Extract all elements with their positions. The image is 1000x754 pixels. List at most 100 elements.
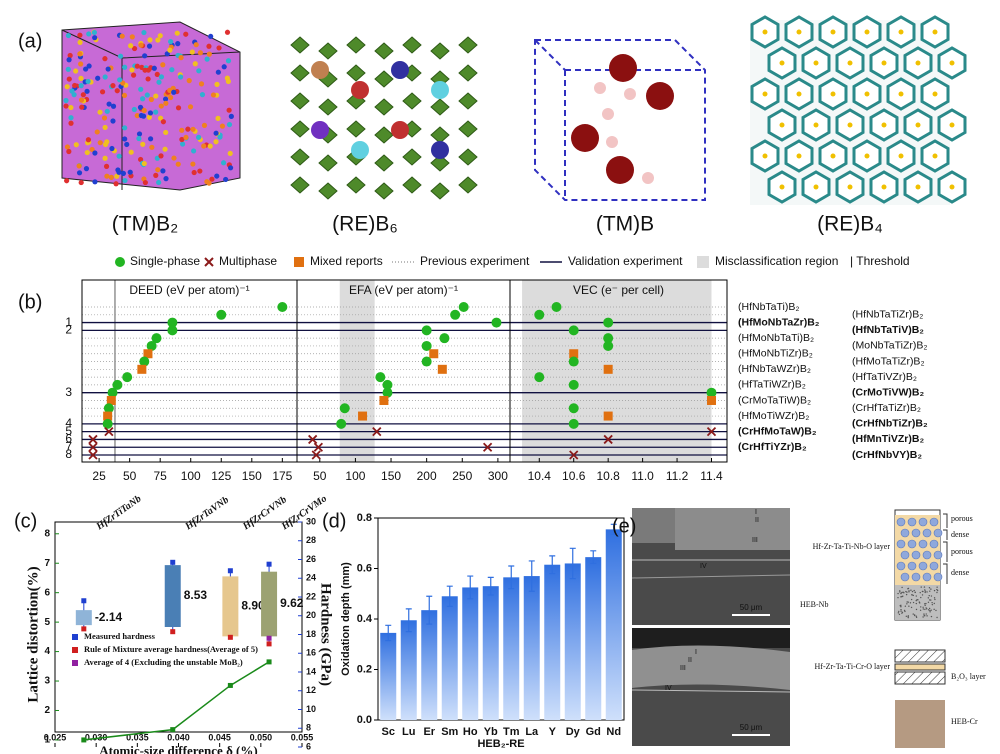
atom	[122, 125, 128, 131]
atom	[160, 62, 166, 68]
x-tick-label: Nd	[606, 726, 621, 738]
speckle	[922, 606, 924, 609]
speckle	[933, 589, 936, 592]
grain	[900, 550, 910, 560]
atom	[196, 68, 202, 74]
legend-label: Validation experiment	[568, 254, 683, 268]
x-tick-label: 200	[417, 469, 437, 483]
speckle	[924, 604, 926, 607]
legend-label: Mixed reports	[310, 254, 383, 268]
x-tick-label: Tm	[503, 726, 520, 738]
mixed-report-point	[103, 411, 113, 421]
multiphase-point	[372, 427, 382, 437]
atom	[206, 43, 212, 49]
atom	[113, 181, 119, 187]
boron	[864, 153, 870, 159]
atom	[175, 41, 181, 47]
atom	[137, 104, 144, 110]
x-tick-label: 25	[92, 469, 106, 483]
atom	[138, 86, 144, 92]
atom	[102, 124, 108, 131]
atom	[106, 101, 112, 107]
grain	[896, 561, 906, 571]
atom	[198, 81, 205, 87]
x-tick-label: Sm	[441, 726, 458, 738]
mixed-report-point	[106, 395, 116, 405]
atom	[141, 160, 147, 167]
single-phase-point	[534, 372, 545, 383]
atom	[78, 83, 84, 89]
speckle	[906, 591, 908, 593]
bar	[441, 596, 458, 720]
atom	[140, 141, 146, 147]
rom-marker	[81, 626, 87, 632]
bar	[564, 563, 581, 720]
speckle	[927, 609, 930, 611]
speckle	[919, 591, 921, 594]
grain	[907, 539, 917, 549]
single-phase-point	[151, 333, 162, 344]
avg4-marker	[266, 635, 272, 641]
multiphase-point	[311, 450, 321, 460]
atom	[89, 146, 95, 153]
atom	[131, 45, 138, 52]
grain	[911, 528, 921, 538]
structure-caption: (TM)B₂	[112, 213, 178, 236]
atom	[76, 170, 83, 176]
y2-tick-label: 16	[306, 648, 316, 658]
atom	[110, 118, 116, 124]
legend-label: Rule of Mixture average hardness(Average…	[84, 644, 258, 654]
atom	[187, 104, 194, 110]
speckle	[914, 591, 916, 594]
layer-mark: II	[688, 657, 692, 664]
atom	[186, 78, 192, 84]
composition-label: (HfNbTaWZr)B₂	[738, 363, 811, 375]
atom	[138, 42, 144, 48]
x-tick-label: 10.8	[596, 469, 620, 483]
single-phase-point	[439, 333, 450, 344]
panel-label: (e)	[612, 515, 636, 537]
composition-label: (CrHfNbVY)B₂	[852, 449, 922, 461]
atom	[155, 37, 161, 43]
layer-mark: II	[755, 517, 759, 524]
atom	[175, 161, 181, 167]
composition-label: HfZrTaVNb	[183, 495, 231, 533]
cation	[391, 61, 409, 79]
grain	[896, 539, 906, 549]
speckle	[924, 591, 926, 594]
speckle	[933, 602, 936, 605]
bar	[585, 557, 602, 720]
speckle	[920, 586, 922, 588]
layer-mark: IV	[700, 563, 707, 570]
scale-bar-label: 50 μm	[740, 603, 763, 612]
atom	[78, 179, 84, 186]
x-tick-label: Lu	[402, 726, 415, 738]
grain	[907, 517, 917, 527]
atom	[64, 84, 70, 90]
atom	[170, 85, 176, 91]
octahedron	[290, 176, 310, 194]
speckle	[912, 601, 915, 604]
atom	[114, 173, 120, 179]
y2-tick-label: 30	[306, 516, 316, 526]
composition-label: (CrMoTiVW)B₂	[852, 386, 924, 398]
multiphase-point	[88, 442, 98, 452]
grain	[933, 528, 943, 538]
speckle	[931, 601, 933, 604]
error-bar	[610, 523, 617, 536]
octahedron	[374, 154, 394, 172]
error-bar	[385, 624, 392, 642]
legend-swatch	[697, 256, 709, 268]
boron	[779, 184, 785, 190]
speckle	[923, 586, 926, 588]
speckle	[930, 599, 932, 601]
x-tick-label: 11.4	[700, 469, 723, 483]
octahedron	[318, 182, 338, 200]
atom	[197, 168, 203, 174]
hardness-box	[164, 565, 181, 627]
rank-label: 7	[65, 439, 72, 453]
atom	[114, 88, 120, 94]
sem-images	[631, 508, 791, 746]
x-axis-title: Atomic-size difference δ (%)	[99, 743, 257, 754]
atom	[179, 127, 185, 133]
